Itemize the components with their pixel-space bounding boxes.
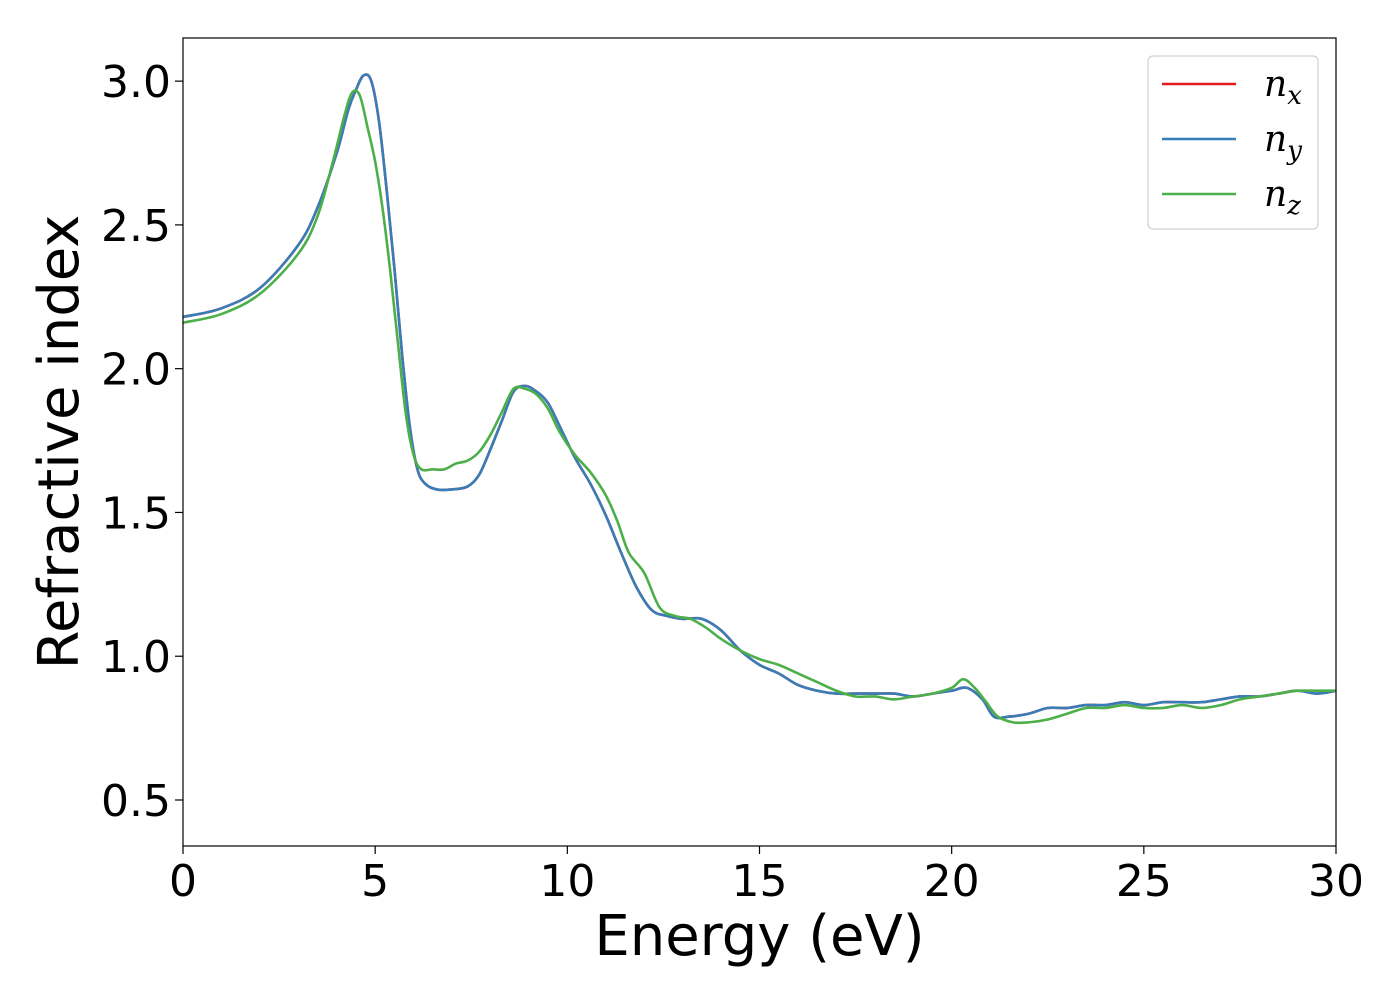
x-tick-label: 15: [732, 856, 788, 907]
y-tick-label: 0.5: [101, 776, 171, 827]
x-tick-label: 10: [539, 856, 595, 907]
x-axis-title: Energy (eV): [594, 904, 924, 969]
legend: nx ny nz: [1147, 55, 1319, 230]
legend-box: [1147, 55, 1319, 230]
legend-label-y: ny: [1264, 119, 1302, 166]
y-tick-label: 2.0: [101, 345, 171, 396]
series-line-y: [183, 73, 1336, 720]
x-tick-label: 30: [1308, 856, 1364, 907]
x-tick-label: 0: [169, 856, 197, 907]
y-tick-label: 1.0: [101, 632, 171, 683]
y-axis-ticks: 0.5 1.0 1.5 2.0 2.5 3.0: [101, 57, 183, 827]
legend-label-x: nx: [1264, 64, 1302, 111]
x-axis-ticks: 0 5 10 15 20 25 30: [169, 846, 1364, 907]
y-tick-label: 2.5: [101, 201, 171, 252]
x-tick-label: 20: [924, 856, 980, 907]
y-tick-label: 1.5: [101, 488, 171, 539]
series-layer: [183, 73, 1336, 725]
series-line-z: [183, 89, 1336, 725]
x-tick-label: 25: [1116, 856, 1172, 907]
y-tick-label: 3.0: [101, 57, 171, 108]
x-tick-label: 5: [361, 856, 389, 907]
y-axis-title: Refractive index: [27, 215, 92, 670]
legend-label-z: nz: [1264, 174, 1301, 221]
